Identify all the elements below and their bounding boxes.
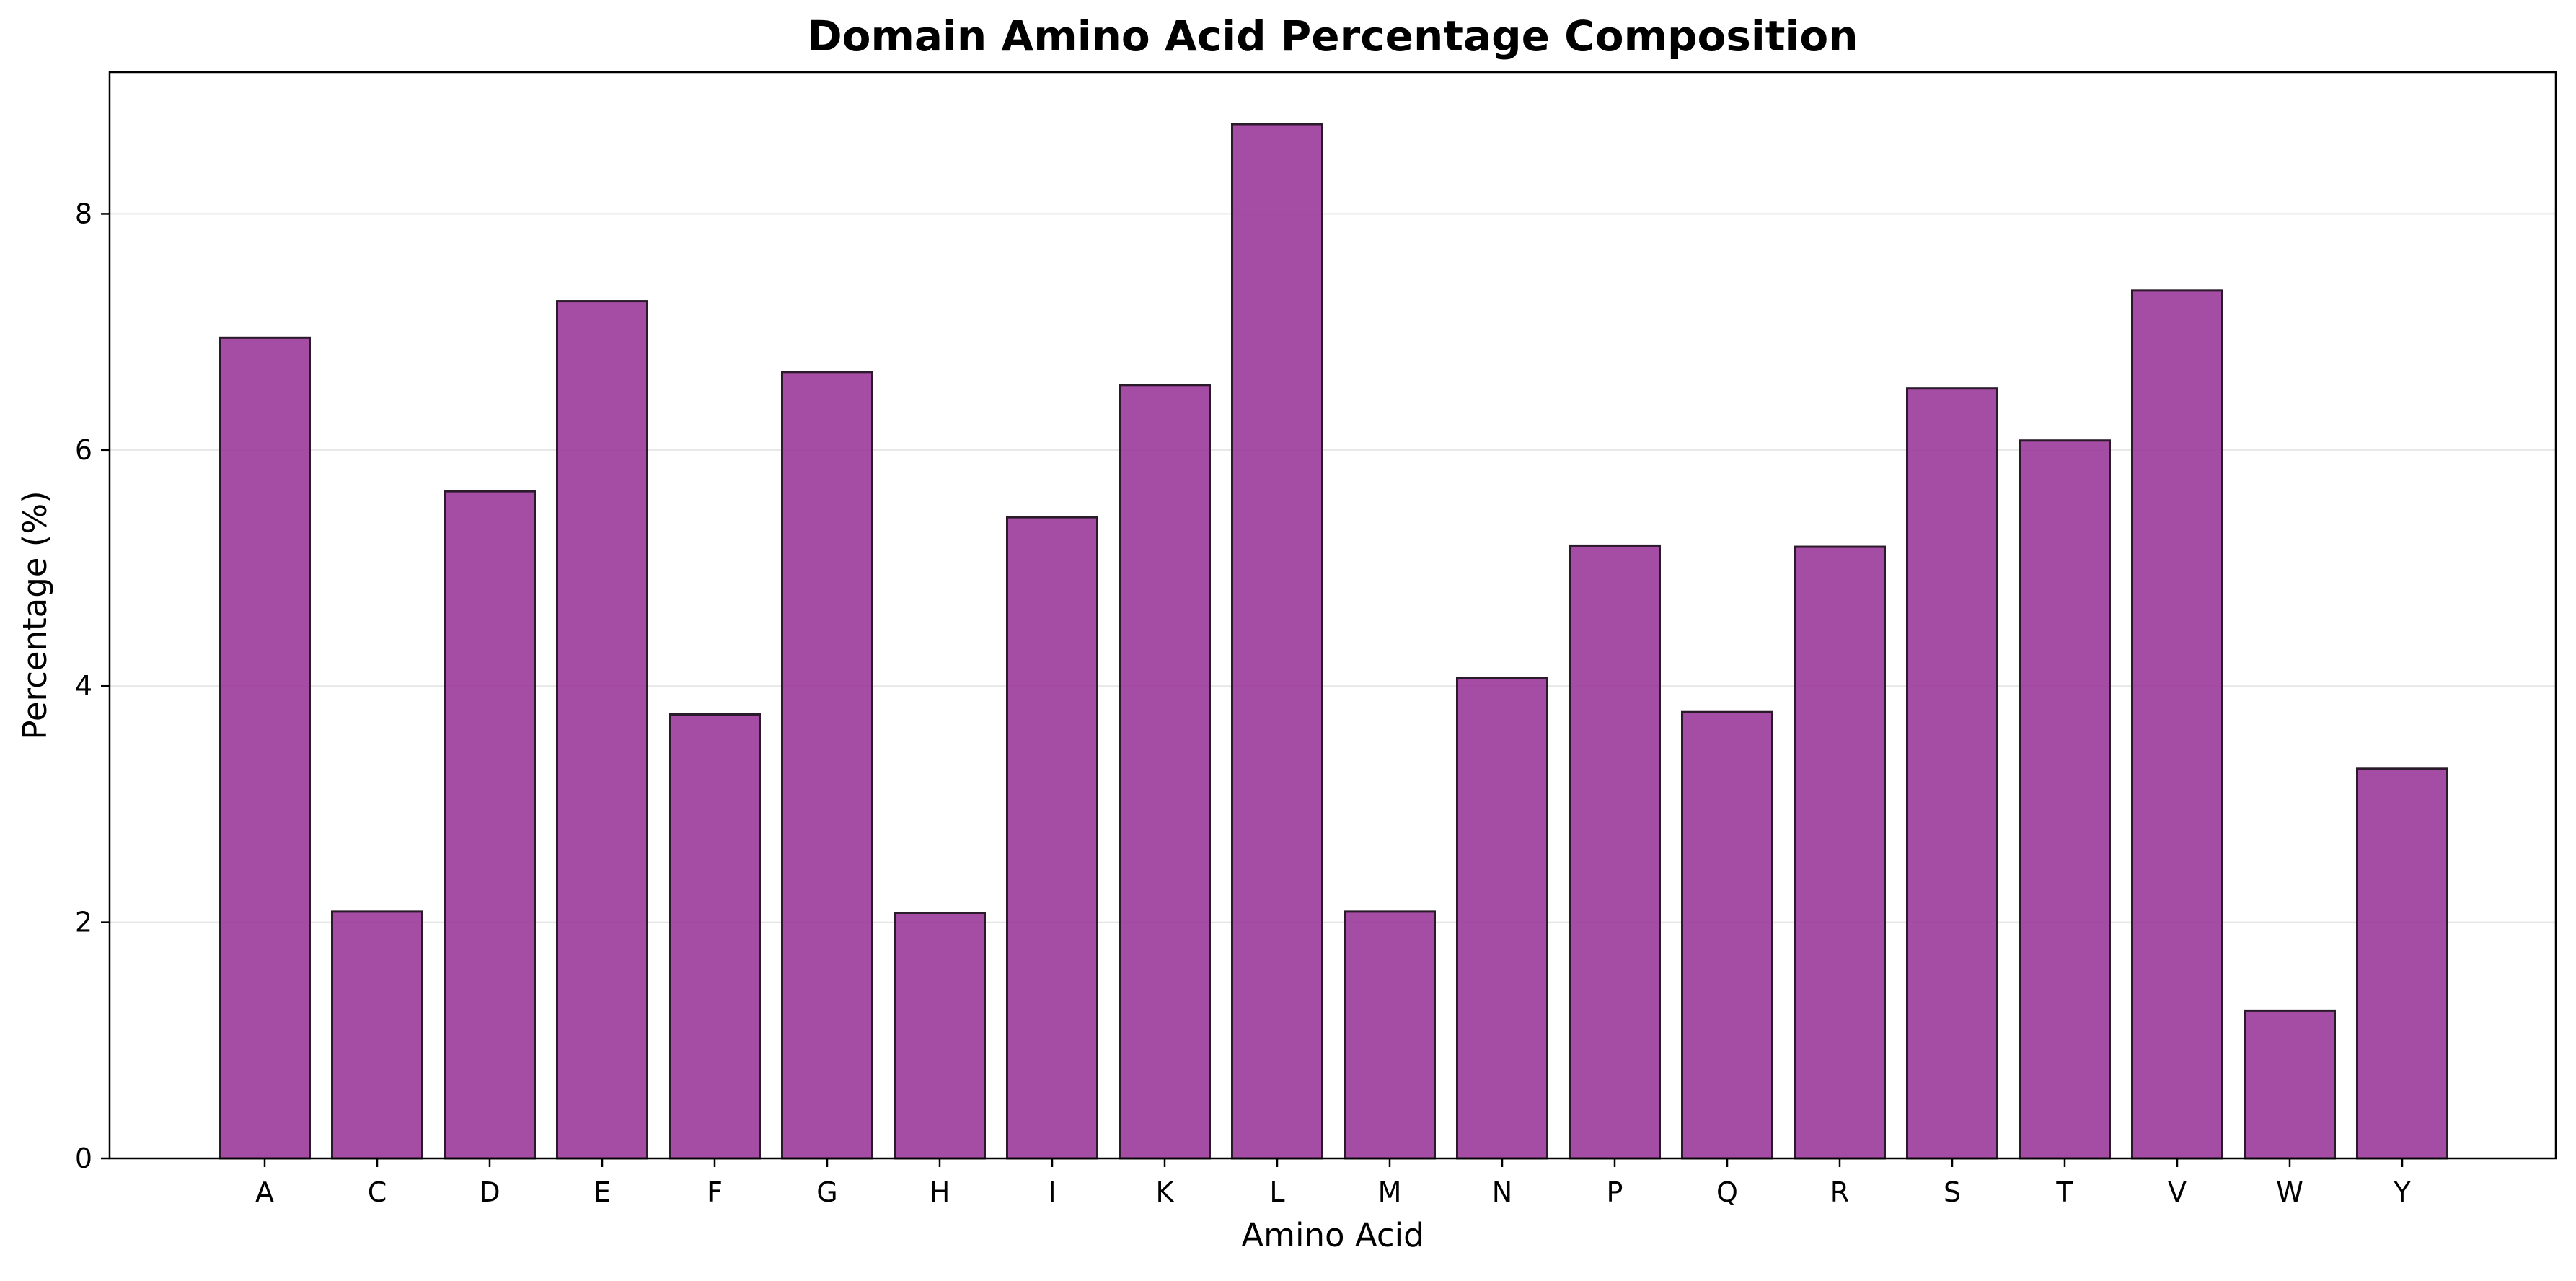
x-tick-label: F — [707, 1176, 723, 1208]
bar-H — [894, 912, 986, 1160]
y-tick-label: 4 — [75, 670, 92, 702]
y-tick-label: 8 — [75, 198, 92, 229]
bar-W — [2244, 1009, 2336, 1160]
y-tick-label: 6 — [75, 434, 92, 466]
x-axis-label: Amino Acid — [1241, 1216, 1424, 1254]
x-tick-label: A — [255, 1176, 274, 1208]
x-tick-label: P — [1607, 1176, 1623, 1208]
chart-title: Domain Amino Acid Percentage Composition — [807, 12, 1858, 61]
y-tick-label: 2 — [75, 907, 92, 938]
y-axis-ticks: 0 2 4 6 8 — [75, 198, 110, 1174]
bar-F — [669, 713, 761, 1160]
bar-L — [1231, 123, 1323, 1160]
bar-N — [1456, 677, 1548, 1160]
x-tick-label: C — [368, 1176, 387, 1208]
bar-Y — [2356, 767, 2448, 1160]
bar-D — [444, 490, 536, 1160]
bar-R — [1794, 545, 1886, 1160]
x-tick-label: S — [1944, 1176, 1961, 1208]
y-axis-label: Percentage (%) — [16, 490, 54, 739]
bar-S — [1906, 387, 1998, 1160]
plot-frame — [108, 71, 2557, 1160]
x-tick-label: M — [1378, 1176, 1402, 1208]
x-tick-label: N — [1492, 1176, 1512, 1208]
x-tick-label: L — [1269, 1176, 1284, 1208]
y-tick-label: 0 — [75, 1143, 92, 1174]
x-tick-label: K — [1156, 1176, 1175, 1208]
bar-I — [1006, 516, 1098, 1160]
x-tick-label: V — [2168, 1176, 2187, 1208]
x-tick-label: G — [816, 1176, 837, 1208]
bar-V — [2131, 289, 2223, 1160]
x-tick-label: I — [1048, 1176, 1056, 1208]
x-tick-label: T — [2055, 1176, 2073, 1208]
bar-A — [219, 336, 311, 1160]
bar-G — [781, 371, 873, 1160]
x-tick-label: D — [479, 1176, 500, 1208]
x-tick-label: R — [1830, 1176, 1849, 1208]
bar-K — [1119, 384, 1211, 1160]
x-tick-label: E — [594, 1176, 611, 1208]
bar-M — [1344, 910, 1436, 1160]
bars — [219, 123, 2448, 1160]
x-tick-label: Q — [1716, 1176, 1738, 1208]
bar-C — [331, 910, 423, 1160]
bar-E — [556, 300, 648, 1160]
x-tick-label: H — [930, 1176, 950, 1208]
x-tick-label: Y — [2393, 1176, 2411, 1208]
x-tick-label: W — [2276, 1176, 2303, 1208]
bar-P — [1569, 544, 1661, 1160]
bar-T — [2019, 439, 2111, 1160]
bar-Q — [1681, 710, 1773, 1160]
